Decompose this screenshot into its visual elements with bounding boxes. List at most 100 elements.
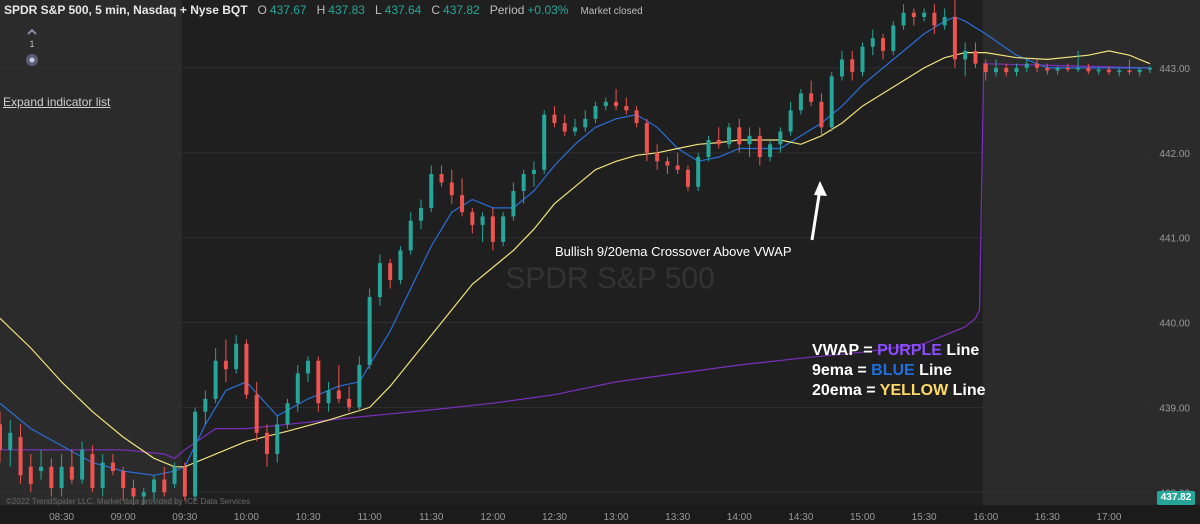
x-axis-bg bbox=[0, 505, 1200, 524]
candle-body bbox=[1024, 63, 1029, 68]
candle-body bbox=[18, 437, 23, 476]
candle bbox=[521, 169, 526, 204]
candle-body bbox=[326, 390, 331, 404]
candle bbox=[768, 140, 773, 162]
candle bbox=[131, 479, 136, 505]
candle-body bbox=[531, 169, 536, 174]
candle-body bbox=[932, 12, 937, 26]
candle-body bbox=[316, 360, 321, 404]
x-tick-label: 14:00 bbox=[727, 512, 752, 523]
candle bbox=[28, 454, 33, 493]
candle bbox=[480, 212, 485, 242]
candle bbox=[326, 381, 331, 412]
x-tick-label: 15:30 bbox=[912, 512, 937, 523]
candle bbox=[819, 93, 824, 136]
regular-session-bg bbox=[181, 0, 983, 505]
candle-body bbox=[152, 479, 157, 493]
candle bbox=[49, 458, 54, 497]
candle bbox=[809, 80, 814, 107]
candles bbox=[0, 0, 1152, 505]
legend-ema9: 9ema = BLUE Line bbox=[812, 362, 953, 379]
candle bbox=[1055, 66, 1060, 75]
candle-body bbox=[377, 263, 382, 298]
candle-body bbox=[203, 398, 208, 412]
candle-body bbox=[1045, 67, 1050, 71]
candle-body bbox=[901, 12, 906, 26]
candle bbox=[583, 110, 588, 132]
candle-body bbox=[798, 93, 803, 111]
candle bbox=[737, 118, 742, 153]
candle bbox=[0, 411, 2, 463]
candle-body bbox=[952, 16, 957, 60]
candle bbox=[1024, 59, 1029, 73]
symbol-title[interactable]: SPDR S&P 500, 5 min, Nasdaq + Nyse BQT bbox=[4, 3, 248, 17]
candle-body bbox=[963, 50, 968, 60]
candle bbox=[614, 89, 619, 111]
candle-body bbox=[90, 454, 95, 489]
candle bbox=[644, 118, 649, 162]
candle-body bbox=[583, 118, 588, 128]
candle-body bbox=[490, 216, 495, 242]
x-tick-label: 11:30 bbox=[419, 512, 444, 523]
candle bbox=[911, 8, 916, 26]
candle-body bbox=[911, 12, 916, 17]
candle bbox=[172, 462, 177, 489]
candle bbox=[223, 339, 228, 382]
candle-body bbox=[460, 195, 465, 213]
candle bbox=[870, 29, 875, 56]
candle bbox=[665, 157, 670, 174]
candle bbox=[100, 454, 105, 497]
candle-body bbox=[1035, 63, 1040, 68]
candle-body bbox=[778, 131, 783, 145]
candle-body bbox=[891, 25, 896, 51]
candle-body bbox=[573, 127, 577, 132]
candle bbox=[336, 364, 341, 404]
period-value: +0.03% bbox=[527, 3, 569, 17]
candle-body bbox=[141, 492, 146, 497]
candle-body bbox=[685, 169, 690, 187]
candle bbox=[121, 466, 126, 501]
legend-ema20-color: YELLOW bbox=[879, 382, 949, 399]
watermark: SPDR S&P 500 bbox=[505, 262, 715, 295]
candle bbox=[542, 110, 547, 174]
indicator-legend: VWAP = PURPLE Line 9ema = BLUE Line 20em… bbox=[812, 341, 986, 401]
series-line-vwap bbox=[0, 63, 1151, 459]
candle bbox=[347, 386, 352, 412]
candle bbox=[80, 441, 85, 484]
candle bbox=[922, 8, 927, 22]
indicator-count: 1 bbox=[29, 39, 34, 49]
x-tick-label: 08:30 bbox=[49, 512, 74, 523]
candle-body bbox=[388, 263, 393, 281]
candle bbox=[193, 407, 198, 501]
candle-body bbox=[809, 93, 814, 102]
candle-body bbox=[8, 432, 13, 450]
crossover-annotation: Bullish 9/20ema Crossover Above VWAP bbox=[555, 244, 792, 259]
annotation-arrow bbox=[810, 181, 827, 241]
candle bbox=[152, 475, 157, 501]
chevron-up-icon[interactable] bbox=[27, 28, 37, 35]
candle bbox=[460, 178, 465, 217]
candle bbox=[603, 97, 608, 111]
candle bbox=[685, 165, 690, 191]
candle-body bbox=[706, 140, 711, 158]
candle-body bbox=[449, 182, 454, 196]
candle bbox=[490, 207, 495, 251]
candle-body bbox=[213, 360, 218, 399]
candle bbox=[993, 59, 998, 77]
candle-body bbox=[59, 466, 64, 489]
candle-body bbox=[1148, 67, 1152, 70]
settings-icon[interactable] bbox=[26, 54, 38, 66]
x-tick-label: 10:30 bbox=[296, 512, 321, 523]
indicator-controls[interactable]: 1 bbox=[22, 24, 42, 72]
candle bbox=[727, 123, 732, 149]
candle-body bbox=[839, 59, 844, 77]
candle bbox=[254, 381, 259, 442]
candle-body bbox=[336, 390, 341, 399]
candle bbox=[973, 42, 978, 68]
candle-body bbox=[1127, 70, 1132, 73]
expand-indicator-list-link[interactable]: Expand indicator list bbox=[3, 95, 111, 109]
candle bbox=[162, 466, 167, 497]
candle bbox=[942, 8, 947, 30]
